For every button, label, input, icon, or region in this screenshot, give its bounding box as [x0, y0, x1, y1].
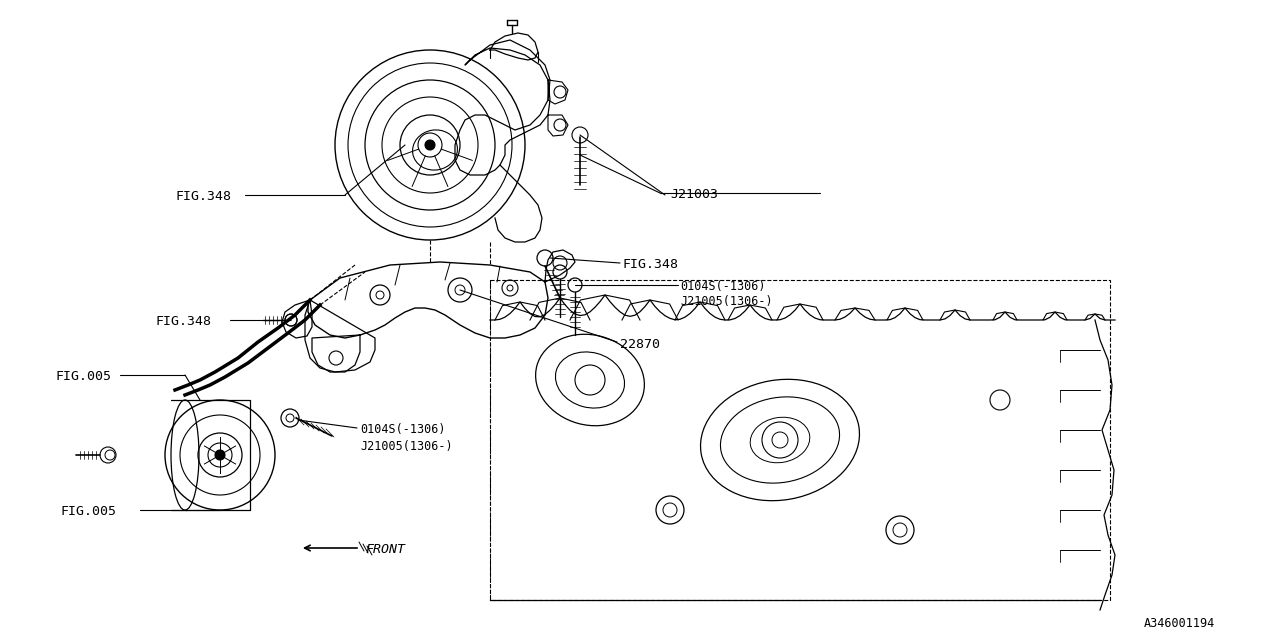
Text: J21005(1306-): J21005(1306-) — [360, 440, 453, 453]
Text: FRONT: FRONT — [365, 543, 404, 556]
Text: 0104S(-1306): 0104S(-1306) — [680, 280, 765, 293]
Text: FIG.348: FIG.348 — [622, 258, 678, 271]
Circle shape — [425, 140, 435, 150]
Text: 0104S(-1306): 0104S(-1306) — [360, 423, 445, 436]
Text: FIG.348: FIG.348 — [155, 315, 211, 328]
Text: FIG.348: FIG.348 — [175, 190, 230, 203]
Bar — [490, 280, 1110, 600]
Text: FIG.005: FIG.005 — [55, 370, 111, 383]
Text: FIG.005: FIG.005 — [60, 505, 116, 518]
Text: J21005(1306-): J21005(1306-) — [680, 295, 773, 308]
Circle shape — [215, 450, 225, 460]
Text: 22870: 22870 — [620, 338, 660, 351]
Text: J21003: J21003 — [669, 188, 718, 201]
Text: A346001194: A346001194 — [1144, 617, 1215, 630]
